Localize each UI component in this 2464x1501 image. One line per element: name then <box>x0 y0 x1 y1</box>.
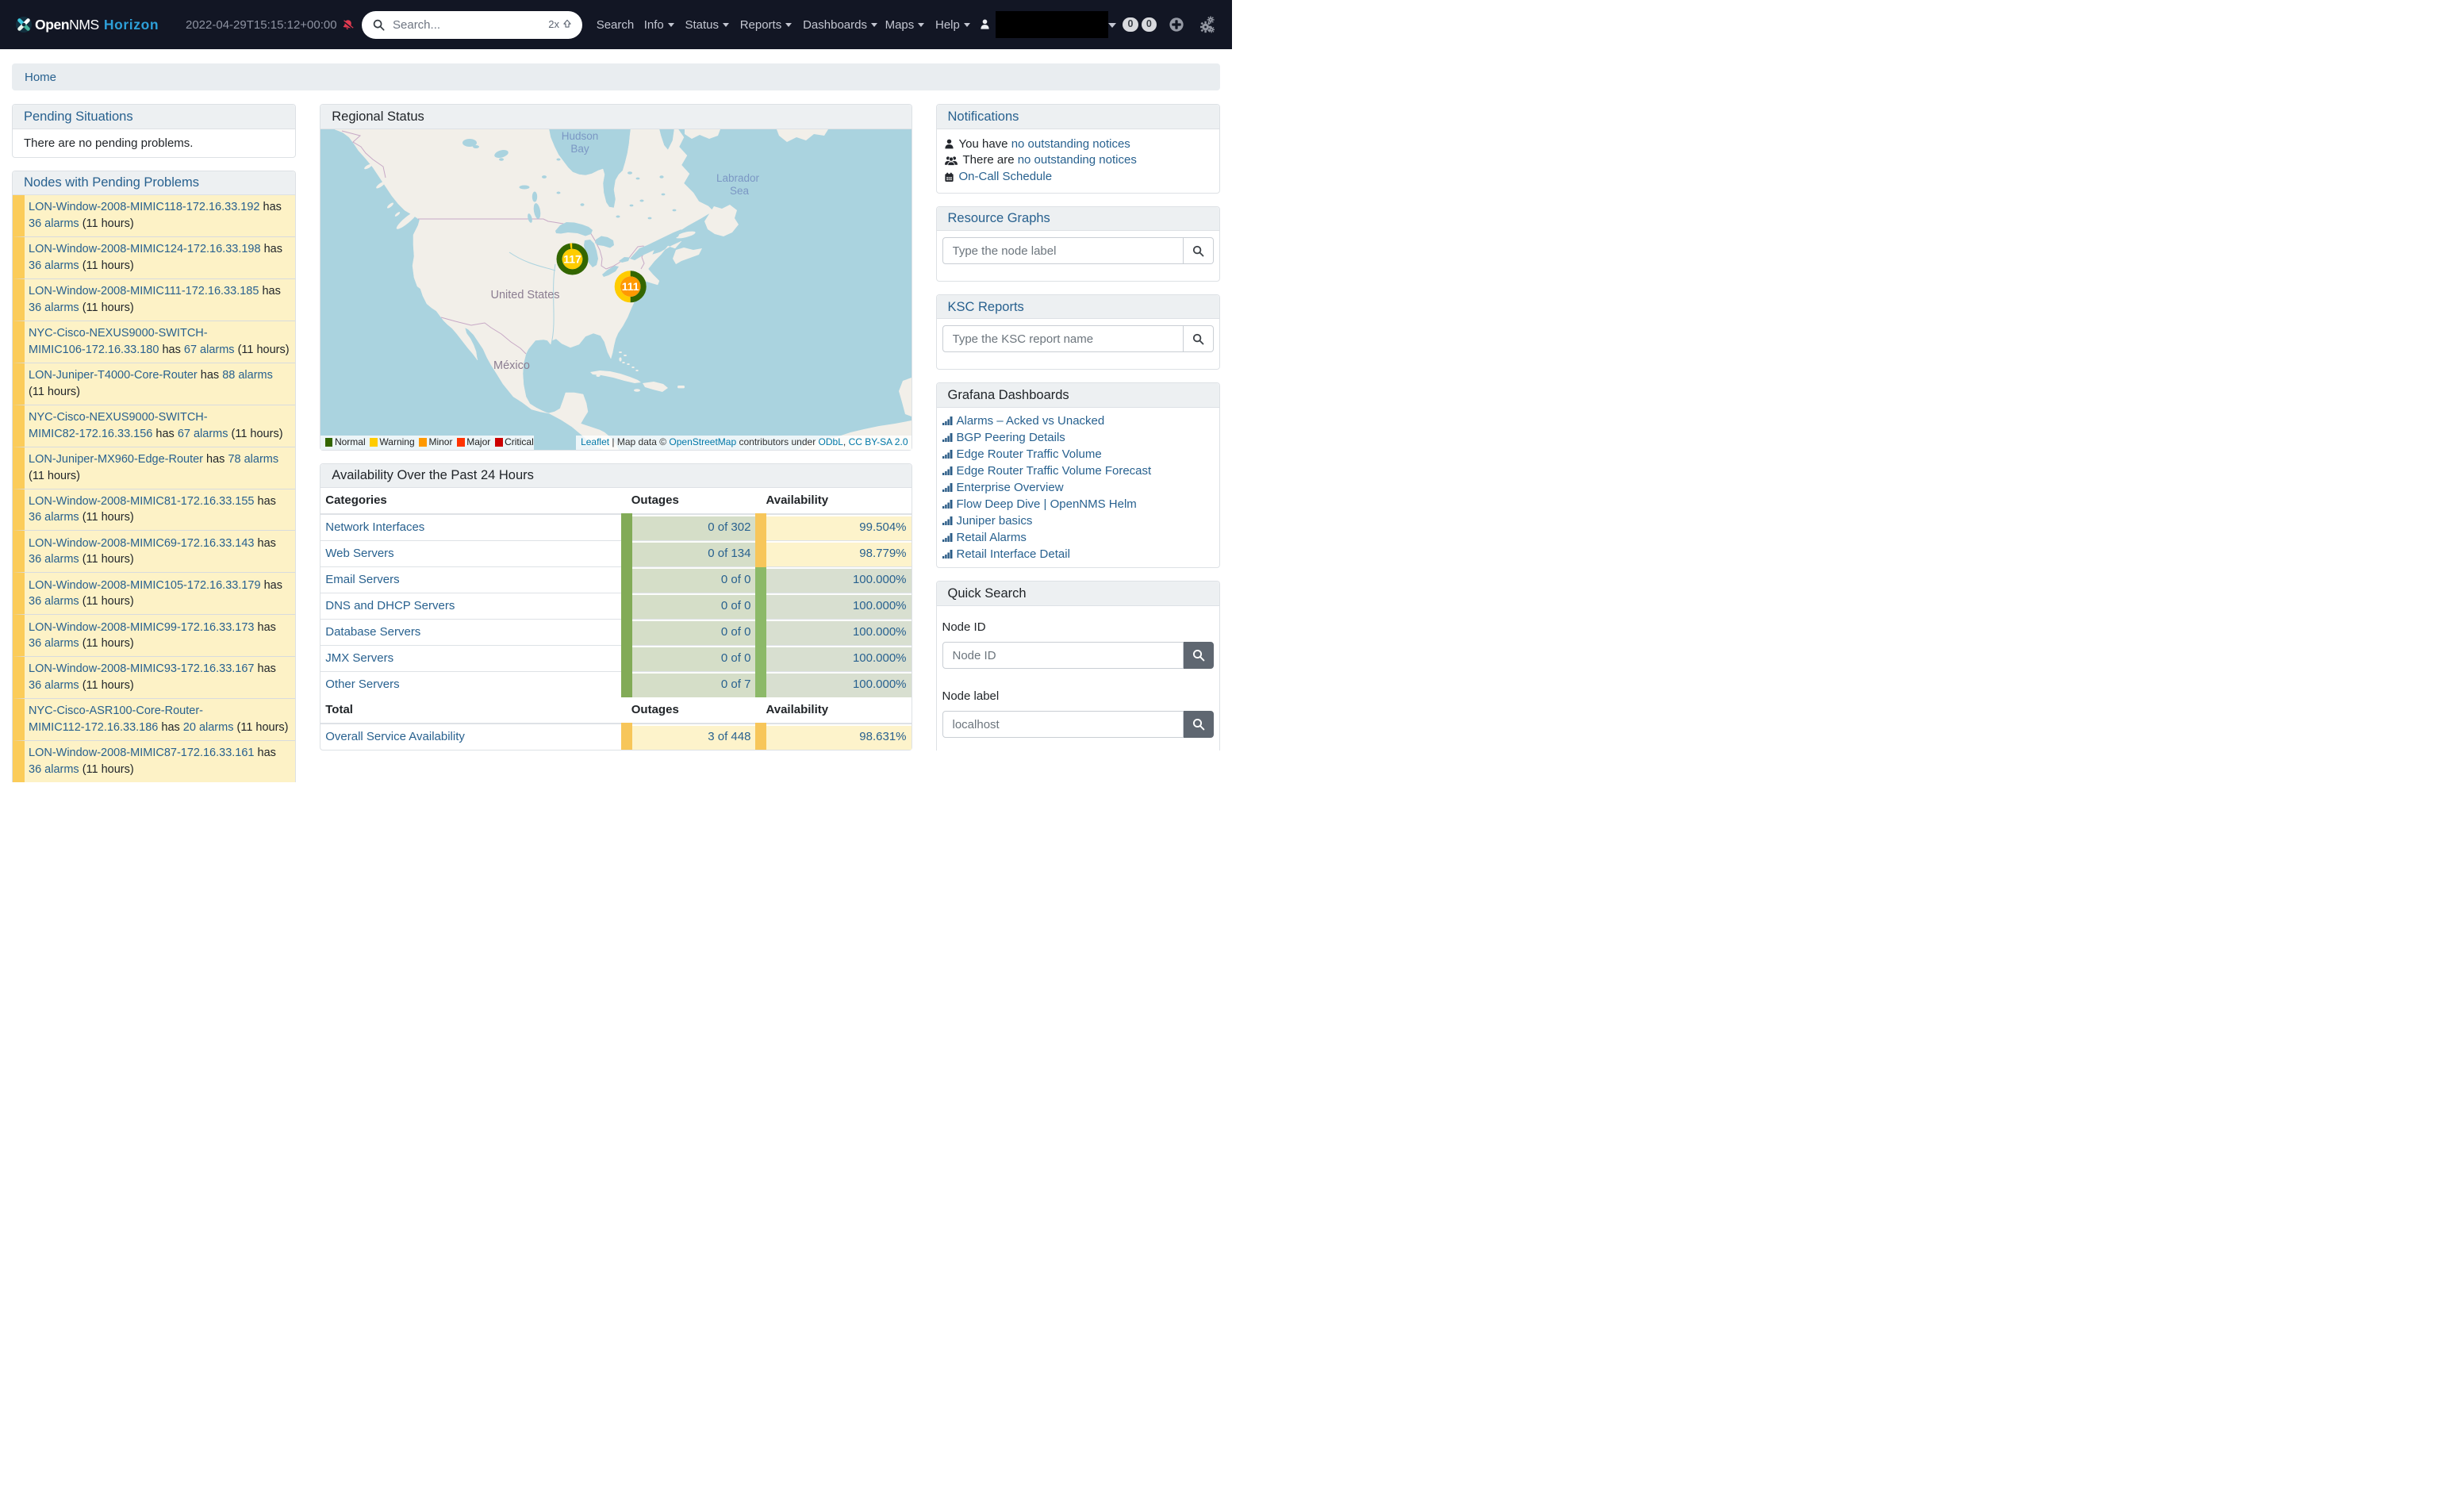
svg-text:Labrador: Labrador <box>716 172 760 184</box>
svg-text:México: México <box>493 359 530 372</box>
svg-text:United States: United States <box>491 289 560 301</box>
svg-text:Hudson: Hudson <box>562 130 599 142</box>
svg-text:Bay: Bay <box>571 143 590 155</box>
svg-text:Sea: Sea <box>730 185 750 197</box>
svg-text:111: 111 <box>622 280 639 293</box>
svg-text:117: 117 <box>563 252 581 265</box>
